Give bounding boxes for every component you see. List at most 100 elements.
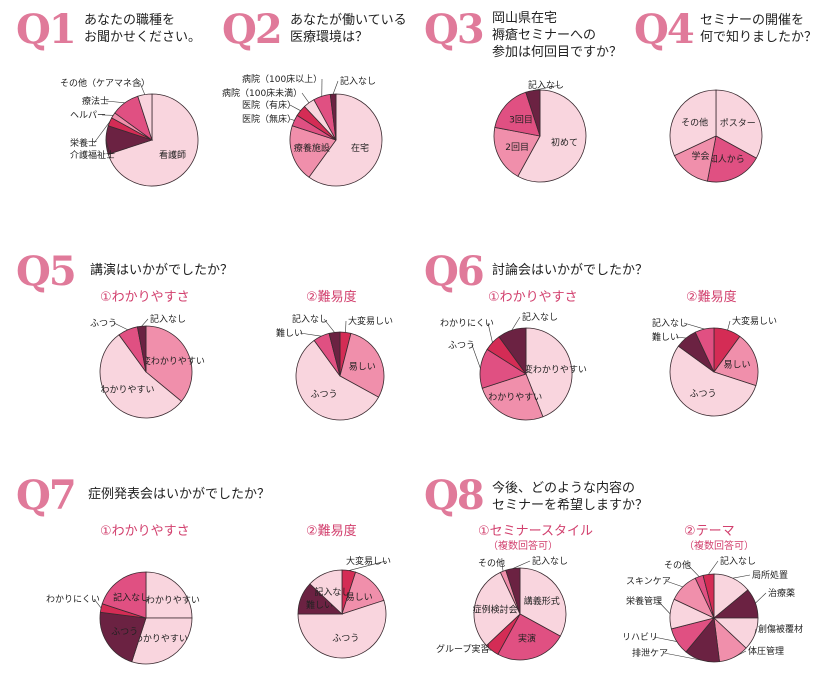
q3-slice xyxy=(493,126,541,177)
q4-slice-label: 知人から xyxy=(709,153,745,165)
q4-slice-label: その他 xyxy=(681,116,708,128)
q1-slice-label: 介護福祉士 xyxy=(70,149,115,161)
q7b-slice-label: 難しい xyxy=(306,599,333,611)
q6-difficulty-subtitle: ②難易度 xyxy=(686,290,737,305)
q6a-slice-label: わかりにくい xyxy=(440,318,494,329)
q3-slice xyxy=(494,91,541,137)
q2-slice-label: 在宅 xyxy=(351,142,369,154)
q8a-slice xyxy=(519,567,567,637)
q8a-slice-label: 症例検討会 xyxy=(473,603,518,615)
q7b-slice xyxy=(309,569,343,615)
q1-slice-label: 栄養士 xyxy=(70,137,97,149)
q8b-leader-line xyxy=(665,580,683,588)
q7b-slice-label: 大変易しい xyxy=(346,555,391,567)
q8a-slice xyxy=(497,613,561,661)
q7a-slice xyxy=(131,617,193,665)
q8b-slice-label: 体圧管理 xyxy=(748,645,784,657)
q1-slice-label: 療法士 xyxy=(82,95,109,107)
q7a-slice-label: 記入なし xyxy=(113,592,149,604)
q8a-leader-line xyxy=(483,648,492,651)
q5b-slice-label: ふつう xyxy=(310,389,337,400)
q8b-slice-label: 栄養管理 xyxy=(626,595,662,607)
q8-theme-note: （複数回答可） xyxy=(684,541,754,552)
q5a-slice-label: 記入なし xyxy=(150,313,186,325)
q6a-slice xyxy=(525,327,573,418)
q6b-leader-line xyxy=(683,322,705,330)
q2-slice xyxy=(308,93,383,187)
q8a-slice-label: 記入なし xyxy=(532,555,568,567)
q5b-leader-line xyxy=(323,318,335,333)
q5b-slice-label: 大変易しい xyxy=(348,315,393,327)
q2-slice-label: 医院（無床） xyxy=(242,113,296,125)
q7a-slice xyxy=(145,571,193,619)
q5b-slice xyxy=(339,332,385,398)
q1-text: あなたの職種を お聞かせください。 xyxy=(84,13,202,45)
q3-slice-label: 初めて xyxy=(551,136,578,148)
q2-leader-line xyxy=(332,80,339,95)
q6b-slice xyxy=(694,327,715,373)
q7-text: 症例発表会はいかがでしたか？ xyxy=(88,487,271,502)
q8-theme-subtitle: ②テーマ xyxy=(684,524,735,539)
q8a-slice xyxy=(505,567,521,615)
q8b-leader-line xyxy=(663,652,702,661)
q7a-slice xyxy=(101,571,147,619)
q5-difficulty-subtitle: ②難易度 xyxy=(306,290,357,305)
q6a-leader-line xyxy=(511,316,521,331)
q5a-leader-line xyxy=(141,318,149,327)
q8b-leader-line xyxy=(754,628,757,635)
q4-slice xyxy=(706,135,757,183)
q7-difficulty-subtitle: ②難易度 xyxy=(306,524,357,539)
q5a-slice xyxy=(145,325,193,402)
q5b-slice-label: 記入なし xyxy=(292,313,328,325)
q8b-leader-line xyxy=(687,564,700,577)
q1-leader-line xyxy=(105,139,111,156)
q5b-slice xyxy=(295,339,380,421)
q2-slice-label: 病院（100床未満） xyxy=(222,87,302,99)
q2-slice-label: 療養施設 xyxy=(294,142,330,154)
q4-number: Q4 xyxy=(634,6,695,53)
q7b-slice-label: 易しい xyxy=(346,592,373,603)
q8a-slice-label: 講義形式 xyxy=(524,595,560,607)
q8a-slice-label: その他 xyxy=(478,557,505,569)
q5-number: Q5 xyxy=(16,248,77,295)
q2-slice-label: 病院（100床以上） xyxy=(242,73,322,85)
q8b-leader-line xyxy=(657,600,671,615)
q6a-slice-label: 大変わかりやすい xyxy=(515,363,587,375)
q6-clarity-subtitle: ①わかりやすさ xyxy=(488,290,578,305)
q8a-leader-line xyxy=(512,560,531,569)
q6b-slice-label: 記入なし xyxy=(652,317,688,329)
q5a-slice-label: ふつう xyxy=(90,318,117,329)
q1-leader-line xyxy=(139,82,146,95)
q8b-slice-label: その他 xyxy=(664,559,691,571)
q4-slice xyxy=(669,89,717,157)
q2-pie: 在宅 療養施設 医院（無床） 医院（有床）病院（100床未満） 病院（100床以上） 記入… xyxy=(222,73,383,187)
q6a-slice-label: 記入なし xyxy=(522,311,558,323)
q6a-slice-label: ふつう xyxy=(448,340,475,351)
q8b-leader-line xyxy=(733,650,747,658)
q3-slice-label: 2回目 xyxy=(505,142,529,153)
q8b-leader-line xyxy=(755,592,767,604)
q4-slice xyxy=(715,89,763,159)
q7b-slice-label: 記入なし xyxy=(314,586,350,598)
q5b-slice-label: 難しい xyxy=(276,327,303,339)
q6a-slice-label: わかりやすい xyxy=(488,392,542,403)
q6-number: Q6 xyxy=(424,248,485,295)
q7a-slice-label: わかりやすい xyxy=(134,633,188,644)
q5a-leader-line xyxy=(113,322,128,331)
q8b-slice-label: 創傷被覆材 xyxy=(758,623,803,635)
q3-text: 岡山県在宅 褥瘡セミナーへの 参加は何回目ですか？ xyxy=(492,11,623,60)
q8-text: 今後、どのような内容の セミナーを希望しますか？ xyxy=(492,481,649,513)
q5a-slice xyxy=(99,334,183,419)
q7-number: Q7 xyxy=(16,472,77,519)
q8b-leader-line xyxy=(732,574,751,579)
q1-number: Q1 xyxy=(16,6,77,53)
q7-clarity-subtitle: ①わかりやすさ xyxy=(100,524,190,539)
q6b-slice-label: 易しい xyxy=(724,360,751,371)
